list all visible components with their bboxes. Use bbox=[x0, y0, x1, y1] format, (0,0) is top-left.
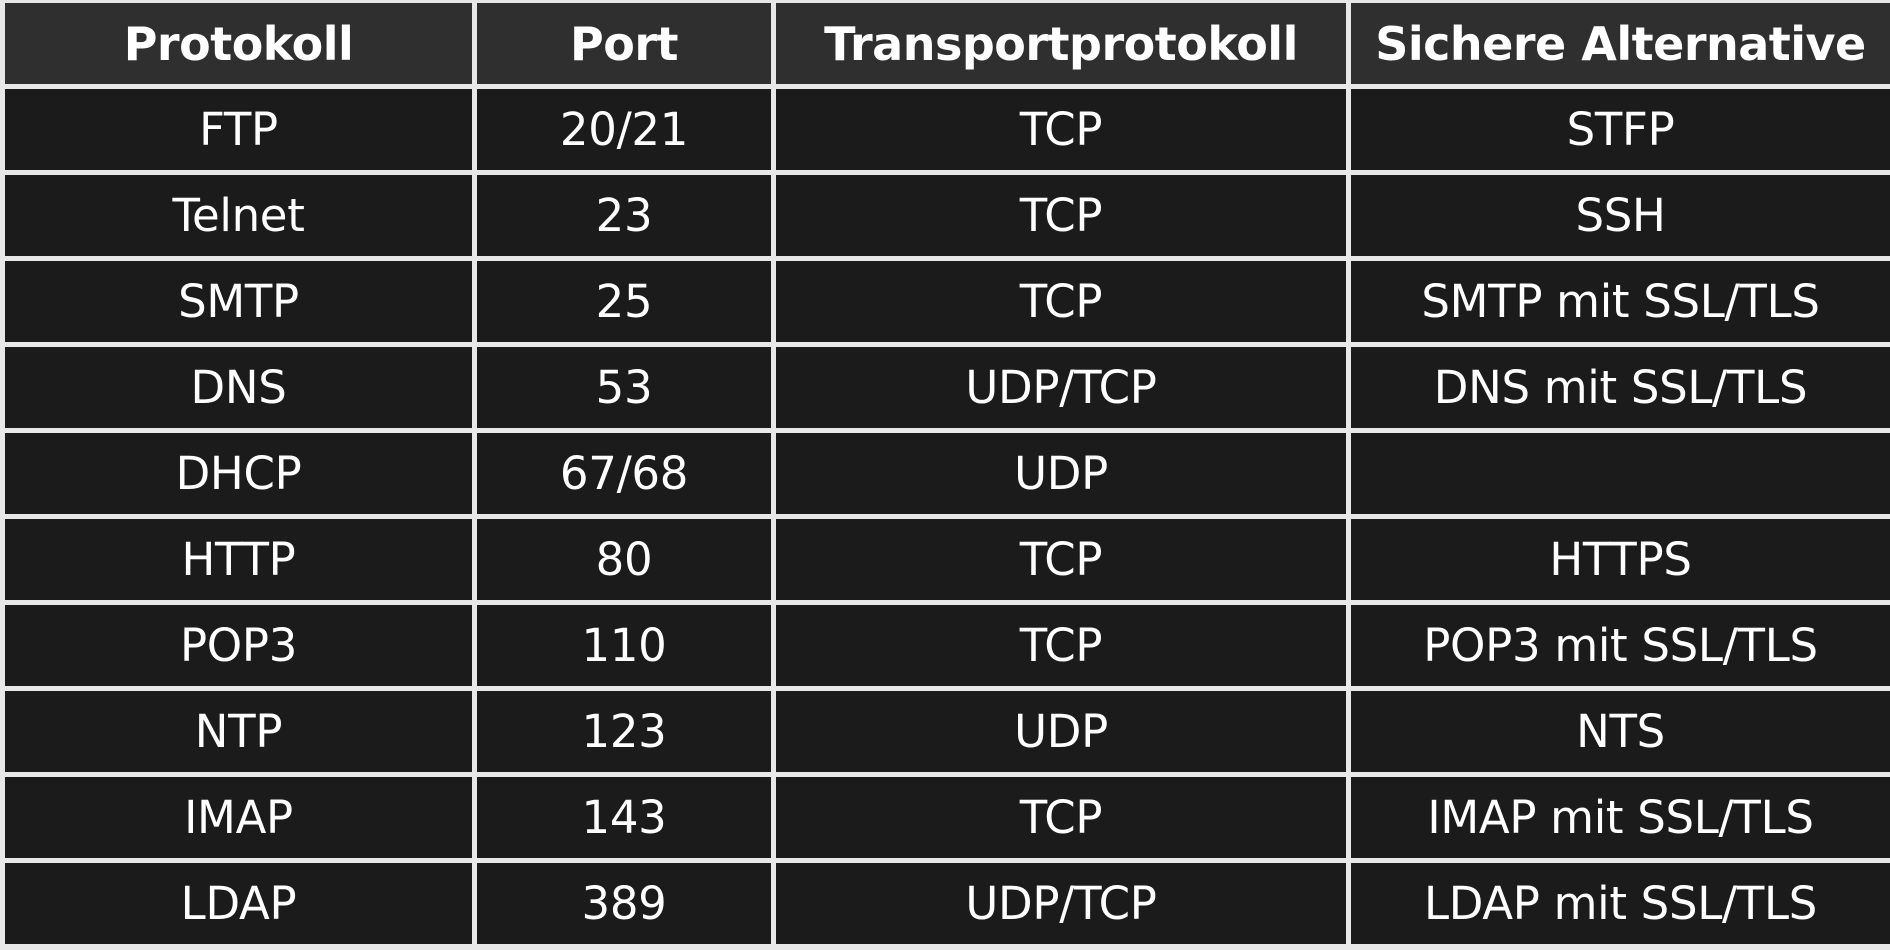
header-row: Protokoll Port Transportprotokoll Sicher… bbox=[5, 3, 1890, 84]
cell-protokoll: NTP bbox=[5, 691, 472, 772]
cell-transport: TCP bbox=[776, 605, 1346, 686]
cell-protokoll: FTP bbox=[5, 89, 472, 170]
cell-port: 123 bbox=[477, 691, 771, 772]
cell-port: 143 bbox=[477, 777, 771, 858]
cell-port: 25 bbox=[477, 261, 771, 342]
table-row: FTP 20/21 TCP STFP bbox=[5, 89, 1890, 170]
cell-protokoll: POP3 bbox=[5, 605, 472, 686]
table-row: DHCP 67/68 UDP bbox=[5, 433, 1890, 514]
table-row: POP3 110 TCP POP3 mit SSL/TLS bbox=[5, 605, 1890, 686]
cell-transport: UDP/TCP bbox=[776, 347, 1346, 428]
cell-port: 80 bbox=[477, 519, 771, 600]
table-row: SMTP 25 TCP SMTP mit SSL/TLS bbox=[5, 261, 1890, 342]
table-body: FTP 20/21 TCP STFP Telnet 23 TCP SSH SMT… bbox=[5, 89, 1890, 944]
cell-transport: UDP bbox=[776, 433, 1346, 514]
cell-alternative: IMAP mit SSL/TLS bbox=[1351, 777, 1890, 858]
cell-protokoll: IMAP bbox=[5, 777, 472, 858]
cell-alternative: SSH bbox=[1351, 175, 1890, 256]
cell-alternative: STFP bbox=[1351, 89, 1890, 170]
cell-protokoll: DNS bbox=[5, 347, 472, 428]
cell-protokoll: HTTP bbox=[5, 519, 472, 600]
cell-transport: TCP bbox=[776, 519, 1346, 600]
cell-port: 23 bbox=[477, 175, 771, 256]
cell-port: 110 bbox=[477, 605, 771, 686]
cell-alternative: HTTPS bbox=[1351, 519, 1890, 600]
cell-transport: TCP bbox=[776, 89, 1346, 170]
cell-port: 67/68 bbox=[477, 433, 771, 514]
table-row: IMAP 143 TCP IMAP mit SSL/TLS bbox=[5, 777, 1890, 858]
table-row: LDAP 389 UDP/TCP LDAP mit SSL/TLS bbox=[5, 863, 1890, 944]
cell-alternative: SMTP mit SSL/TLS bbox=[1351, 261, 1890, 342]
cell-port: 53 bbox=[477, 347, 771, 428]
cell-port: 20/21 bbox=[477, 89, 771, 170]
table-row: NTP 123 UDP NTS bbox=[5, 691, 1890, 772]
cell-alternative: POP3 mit SSL/TLS bbox=[1351, 605, 1890, 686]
header-port: Port bbox=[477, 3, 771, 84]
cell-protokoll: LDAP bbox=[5, 863, 472, 944]
table-row: Telnet 23 TCP SSH bbox=[5, 175, 1890, 256]
header-transportprotokoll: Transportprotokoll bbox=[776, 3, 1346, 84]
table-row: HTTP 80 TCP HTTPS bbox=[5, 519, 1890, 600]
header-protokoll: Protokoll bbox=[5, 3, 472, 84]
cell-port: 389 bbox=[477, 863, 771, 944]
cell-protokoll: Telnet bbox=[5, 175, 472, 256]
cell-transport: TCP bbox=[776, 777, 1346, 858]
header-sichere-alternative: Sichere Alternative bbox=[1351, 3, 1890, 84]
cell-alternative: LDAP mit SSL/TLS bbox=[1351, 863, 1890, 944]
cell-alternative: DNS mit SSL/TLS bbox=[1351, 347, 1890, 428]
cell-alternative bbox=[1351, 433, 1890, 514]
cell-transport: UDP/TCP bbox=[776, 863, 1346, 944]
cell-protokoll: DHCP bbox=[5, 433, 472, 514]
cell-transport: TCP bbox=[776, 261, 1346, 342]
cell-protokoll: SMTP bbox=[5, 261, 472, 342]
table-header: Protokoll Port Transportprotokoll Sicher… bbox=[5, 3, 1890, 84]
cell-transport: TCP bbox=[776, 175, 1346, 256]
cell-transport: UDP bbox=[776, 691, 1346, 772]
cell-alternative: NTS bbox=[1351, 691, 1890, 772]
table-row: DNS 53 UDP/TCP DNS mit SSL/TLS bbox=[5, 347, 1890, 428]
